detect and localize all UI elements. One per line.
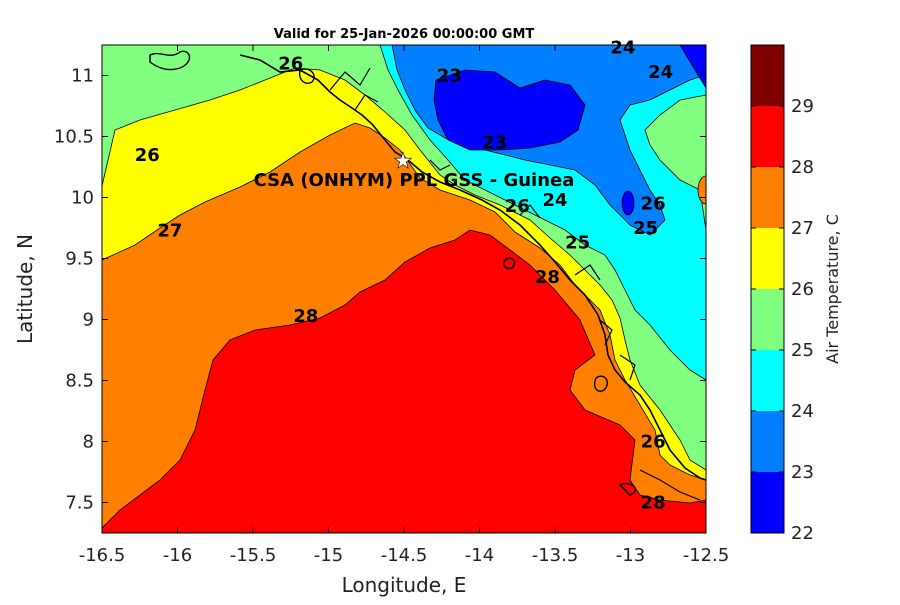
- y-tick-label: 11: [71, 66, 94, 87]
- contour-label: 26: [278, 53, 303, 74]
- colorbar-tick-label: 28: [791, 157, 814, 178]
- x-tick-label: -12.5: [683, 545, 730, 566]
- colorbar-tick-label: 24: [791, 401, 814, 422]
- colorbar-tick-label: 26: [791, 279, 814, 300]
- contour-label: 26: [641, 432, 666, 453]
- y-tick-label: 7.5: [65, 493, 94, 514]
- orange-patch-east: [697, 175, 706, 205]
- colorbar-tick-label: 22: [791, 523, 814, 544]
- contour-label: 27: [157, 221, 182, 242]
- contour-label: 24: [542, 190, 567, 211]
- colorbar-tick-label: 25: [791, 340, 814, 361]
- colorbar-label: Air Temperature, C: [823, 214, 842, 364]
- contour-label: 28: [293, 306, 318, 327]
- contour-label: 28: [641, 493, 666, 514]
- contour-label: 25: [633, 218, 658, 239]
- y-tick-label: 9.5: [65, 249, 94, 270]
- x-tick-label: -14.5: [381, 545, 428, 566]
- contour-label: 24: [648, 62, 673, 83]
- contour-label: 28: [535, 267, 560, 288]
- colorbar-swatch: [751, 411, 784, 472]
- y-tick-label: 8: [83, 432, 94, 453]
- contour-label: 24: [610, 38, 635, 59]
- contour-label: 23: [437, 66, 462, 87]
- colorbar-swatch: [751, 472, 784, 533]
- colorbar-tick-label: 23: [791, 462, 814, 483]
- contour-label: 25: [565, 233, 590, 254]
- y-tick-label: 9: [83, 310, 94, 331]
- x-tick-label: -13: [616, 545, 645, 566]
- band-22-23: [433, 69, 586, 151]
- coastline: [239, 54, 706, 481]
- colorbar-swatch: [751, 350, 784, 411]
- x-tick-label: -13.5: [532, 545, 579, 566]
- x-tick-label: -15: [314, 545, 343, 566]
- x-axis-label: Longitude, E: [342, 573, 467, 597]
- y-tick-label: 10: [71, 188, 94, 209]
- contour-label: 26: [135, 145, 160, 166]
- colorbar-tick-label: 29: [791, 96, 814, 117]
- contour-label: 26: [505, 196, 530, 217]
- y-axis-label: Latitude, N: [13, 234, 37, 344]
- x-tick-label: -16.5: [79, 545, 126, 566]
- river-inlets: [329, 67, 701, 501]
- coastline-islands: [149, 50, 636, 496]
- x-tick-label: -16: [163, 545, 192, 566]
- contour-labels: 26 27 28 26 24 24 23 23 24 26 25 25 26 28 26 28: [135, 38, 673, 514]
- colorbar-swatch: [751, 228, 784, 289]
- colorbar-swatch: [751, 45, 784, 106]
- contour-label: 26: [641, 194, 666, 215]
- colorbar-tick-label: 27: [791, 218, 814, 239]
- band-22-23-ne: [679, 45, 706, 89]
- y-tick-label: 10.5: [54, 127, 94, 148]
- station-star-icon: ★: [393, 149, 413, 174]
- colorbar: 22 23 24 25 26 27 28 29: [750, 44, 814, 544]
- y-tick-label: 8.5: [65, 371, 94, 392]
- x-tick-label: -14: [465, 545, 494, 566]
- contour-label: 23: [482, 133, 507, 154]
- colorbar-swatch: [751, 167, 784, 228]
- map-title: Valid for 25-Jan-2026 00:00:00 GMT: [274, 27, 535, 42]
- x-tick-label: -15.5: [230, 545, 277, 566]
- colorbar-swatch: [751, 106, 784, 167]
- colorbar-swatch: [751, 289, 784, 350]
- site-annotation: CSA (ONHYM) PPL GSS - Guinea: [254, 170, 575, 191]
- temperature-contours: [102, 45, 706, 533]
- band-22-23-island: [621, 190, 635, 216]
- axis-ticks: -16.5 -16 -15.5 -15 -14.5 -14 -13.5 -13 -12.5 7.5…: [54, 45, 729, 566]
